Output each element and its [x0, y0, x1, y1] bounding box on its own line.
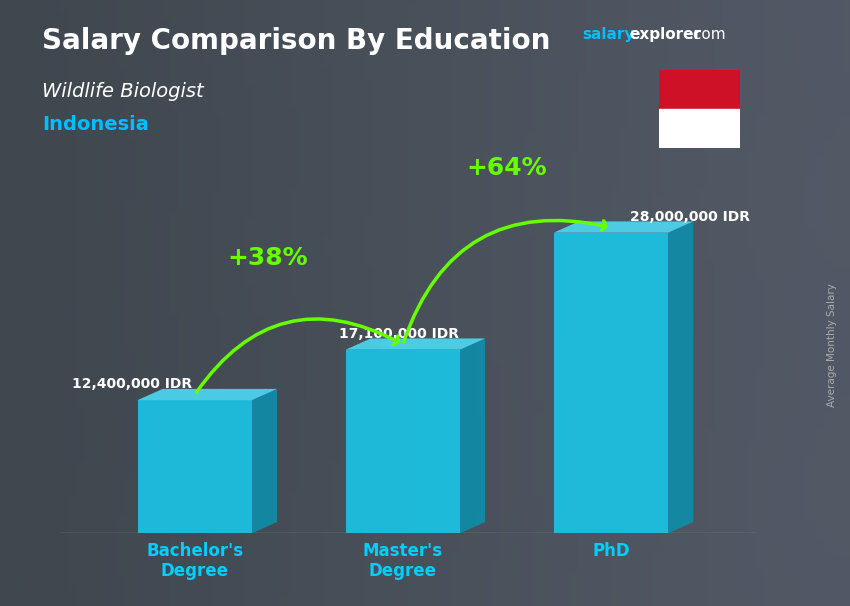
Polygon shape	[138, 389, 277, 400]
Polygon shape	[346, 350, 460, 533]
Text: Indonesia: Indonesia	[42, 115, 150, 134]
Text: 12,400,000 IDR: 12,400,000 IDR	[72, 376, 192, 390]
Text: salary: salary	[582, 27, 635, 42]
Polygon shape	[138, 400, 252, 533]
Text: explorer: explorer	[629, 27, 701, 42]
Text: Wildlife Biologist: Wildlife Biologist	[42, 82, 204, 101]
Polygon shape	[460, 338, 485, 533]
Text: .com: .com	[688, 27, 726, 42]
Polygon shape	[252, 389, 277, 533]
Text: 17,100,000 IDR: 17,100,000 IDR	[338, 327, 459, 341]
Text: Average Monthly Salary: Average Monthly Salary	[827, 284, 837, 407]
Polygon shape	[346, 338, 485, 350]
Bar	[659, 70, 740, 109]
Polygon shape	[553, 221, 694, 233]
Text: +64%: +64%	[467, 156, 547, 181]
Polygon shape	[668, 221, 694, 533]
Text: Salary Comparison By Education: Salary Comparison By Education	[42, 27, 551, 55]
Bar	[659, 109, 740, 148]
Text: +38%: +38%	[227, 247, 308, 270]
Text: 28,000,000 IDR: 28,000,000 IDR	[630, 210, 750, 224]
Polygon shape	[553, 233, 668, 533]
